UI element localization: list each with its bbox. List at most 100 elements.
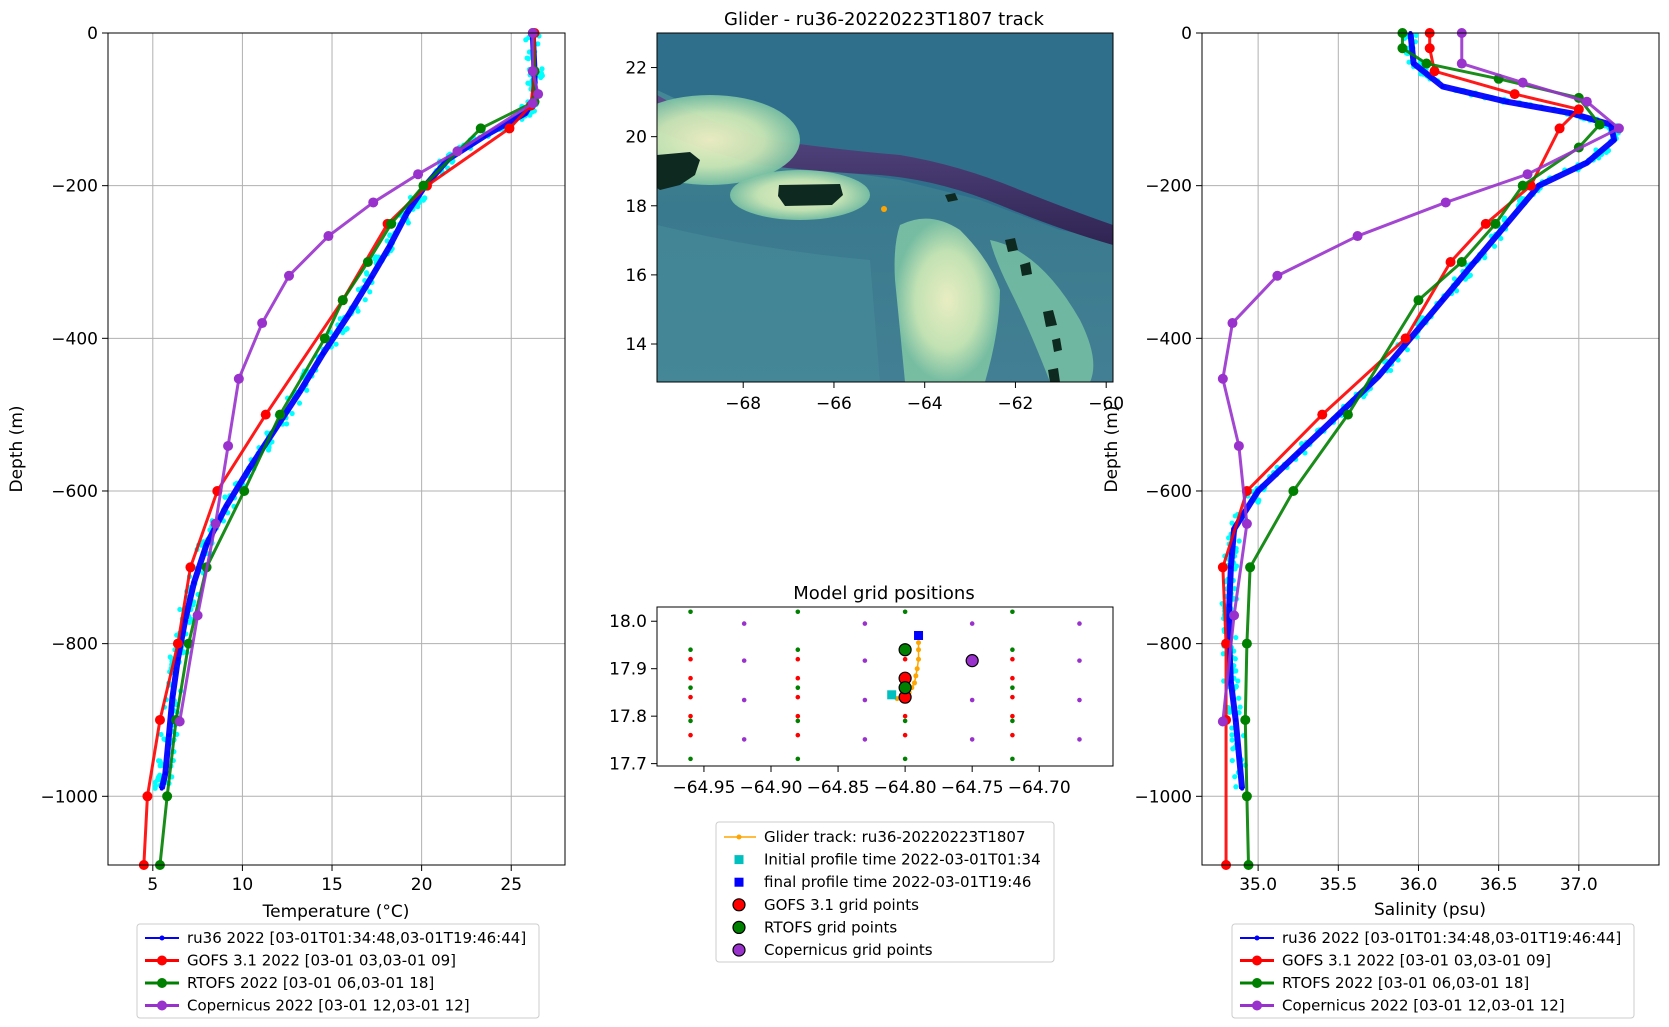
glider-raw-point <box>363 270 370 276</box>
salinity-grid <box>1202 32 1659 865</box>
glider-raw-point <box>1230 746 1236 752</box>
map-x-tick-label: −62 <box>998 394 1034 414</box>
y-tick-label: −600 <box>1145 482 1192 502</box>
series-point-0 <box>1296 450 1301 455</box>
glider-raw-point <box>266 444 272 451</box>
x-tick-label: 10 <box>232 875 254 895</box>
series-point-0 <box>1256 488 1261 493</box>
glider-raw-point <box>1229 737 1235 743</box>
rtofs-grid-dot <box>688 647 693 653</box>
gofs-grid-dot <box>688 656 693 662</box>
series-point-3 <box>533 89 544 100</box>
x-tick-label: 36.0 <box>1400 875 1438 895</box>
grid-x-tick-label: −64.95 <box>672 778 735 798</box>
aves-ridge <box>894 218 1000 382</box>
series-point-2 <box>1413 295 1424 306</box>
grid-x-tick-label: −64.85 <box>807 778 870 798</box>
copernicus-grid-dot <box>862 658 868 663</box>
series-point-0 <box>405 210 410 215</box>
map-panel: Glider - ru36-20220223T1807 track <box>625 9 1124 414</box>
series-point-0 <box>166 733 171 738</box>
series-point-3 <box>368 197 379 208</box>
series-point-3 <box>284 270 295 281</box>
series-point-0 <box>321 351 326 356</box>
series-point-0 <box>1227 603 1232 608</box>
series-point-3 <box>452 146 463 157</box>
copernicus-grid-dot <box>969 697 975 703</box>
series-point-1 <box>1480 218 1491 229</box>
series-point-2 <box>337 295 348 306</box>
gofs-grid-dot <box>795 713 801 719</box>
series-point-2 <box>1240 714 1251 725</box>
series-point-3 <box>527 66 538 77</box>
series-line-2 <box>1243 33 1602 866</box>
glider-raw-point <box>1237 704 1243 710</box>
copernicus-grid-dot <box>741 658 747 663</box>
series-point-2 <box>1421 58 1432 69</box>
series-point-0 <box>1440 84 1445 89</box>
series-point-3 <box>1229 610 1240 621</box>
map-x-tick-label: −64 <box>907 394 943 414</box>
glider-raw-point <box>1236 538 1242 544</box>
map-legend: Glider track: ru36-20220223T1807 Initial … <box>715 821 1055 963</box>
glider-raw-point <box>1235 678 1241 684</box>
series-point-3 <box>192 610 203 621</box>
map-title: Glider - ru36-20220223T1807 track <box>724 9 1045 30</box>
series-point-0 <box>192 580 197 585</box>
grid-x-tick-label: −64.80 <box>874 778 937 798</box>
series-point-0 <box>1584 160 1589 165</box>
gofs-grid-dot <box>1010 694 1015 700</box>
rtofs-grid-dot <box>902 609 908 615</box>
series-point-0 <box>1536 183 1541 188</box>
series-point-2 <box>475 123 486 134</box>
temperature-xlabel: Temperature (°C) <box>262 902 410 922</box>
y-tick-label: −400 <box>1145 329 1192 349</box>
glider-raw-point <box>538 74 544 81</box>
legend-initial-marker <box>734 855 744 865</box>
glider-raw-point <box>284 421 290 427</box>
series-point-0 <box>297 389 302 394</box>
glider-raw-point <box>1229 520 1235 526</box>
map-legend-label-2: final profile time 2022-03-01T19:46 <box>764 873 1031 891</box>
salinity-panel: 35.0 35.5 36.0 36.5 37.0 0 −200 −400 −600 −800 −10… <box>1102 24 1660 920</box>
series-point-3 <box>1241 518 1252 529</box>
map-y-tick-label: 18 <box>625 197 647 217</box>
series-point-0 <box>159 786 164 791</box>
glider-raw-point <box>344 326 350 332</box>
venezuela-basin <box>657 225 880 382</box>
legend-grid-marker-3 <box>732 898 746 912</box>
series-point-0 <box>1228 565 1233 570</box>
gofs-grid-dot <box>1010 713 1015 719</box>
map-x-tick-label: −60 <box>1088 394 1124 414</box>
series-point-1 <box>1424 43 1435 54</box>
series-point-0 <box>175 656 180 661</box>
copernicus-grid-dot <box>1077 697 1082 703</box>
virgin-islands-land <box>945 193 958 202</box>
copernicus-grid-dot <box>1077 621 1082 626</box>
series-point-0 <box>1411 61 1416 66</box>
grid-y-tick-label: 17.7 <box>609 755 647 775</box>
glider-track-point <box>916 656 922 662</box>
legend-label-3: Copernicus 2022 [03-01 12,03-01 12] <box>187 997 470 1015</box>
series-point-2 <box>1288 485 1299 496</box>
glider-raw-point <box>155 758 162 764</box>
gofs-grid-dot <box>688 694 693 700</box>
gofs-grid-dot <box>1010 656 1015 662</box>
grid-series <box>887 630 979 704</box>
gofs-grid-dot <box>795 656 801 662</box>
series-point-2 <box>1594 119 1605 130</box>
series-point-3 <box>323 231 334 242</box>
glider-raw-point <box>1498 235 1504 242</box>
x-tick-label: 35.5 <box>1319 875 1357 895</box>
legend-final-marker <box>734 877 744 887</box>
temperature-legend-box <box>136 923 540 1019</box>
series-point-0 <box>1376 374 1381 379</box>
series-point-1 <box>504 123 515 134</box>
glider-raw-point <box>333 341 339 347</box>
glider-raw-point <box>158 731 164 738</box>
glider-raw-point <box>152 783 159 789</box>
y-tick-label: −1000 <box>40 787 98 807</box>
glider-raw-point <box>1233 784 1239 790</box>
grid-positions-panel: Model grid positions −64.95 −64.90 −64.85−… <box>609 583 1114 798</box>
gofs-grid-dot <box>688 675 693 681</box>
